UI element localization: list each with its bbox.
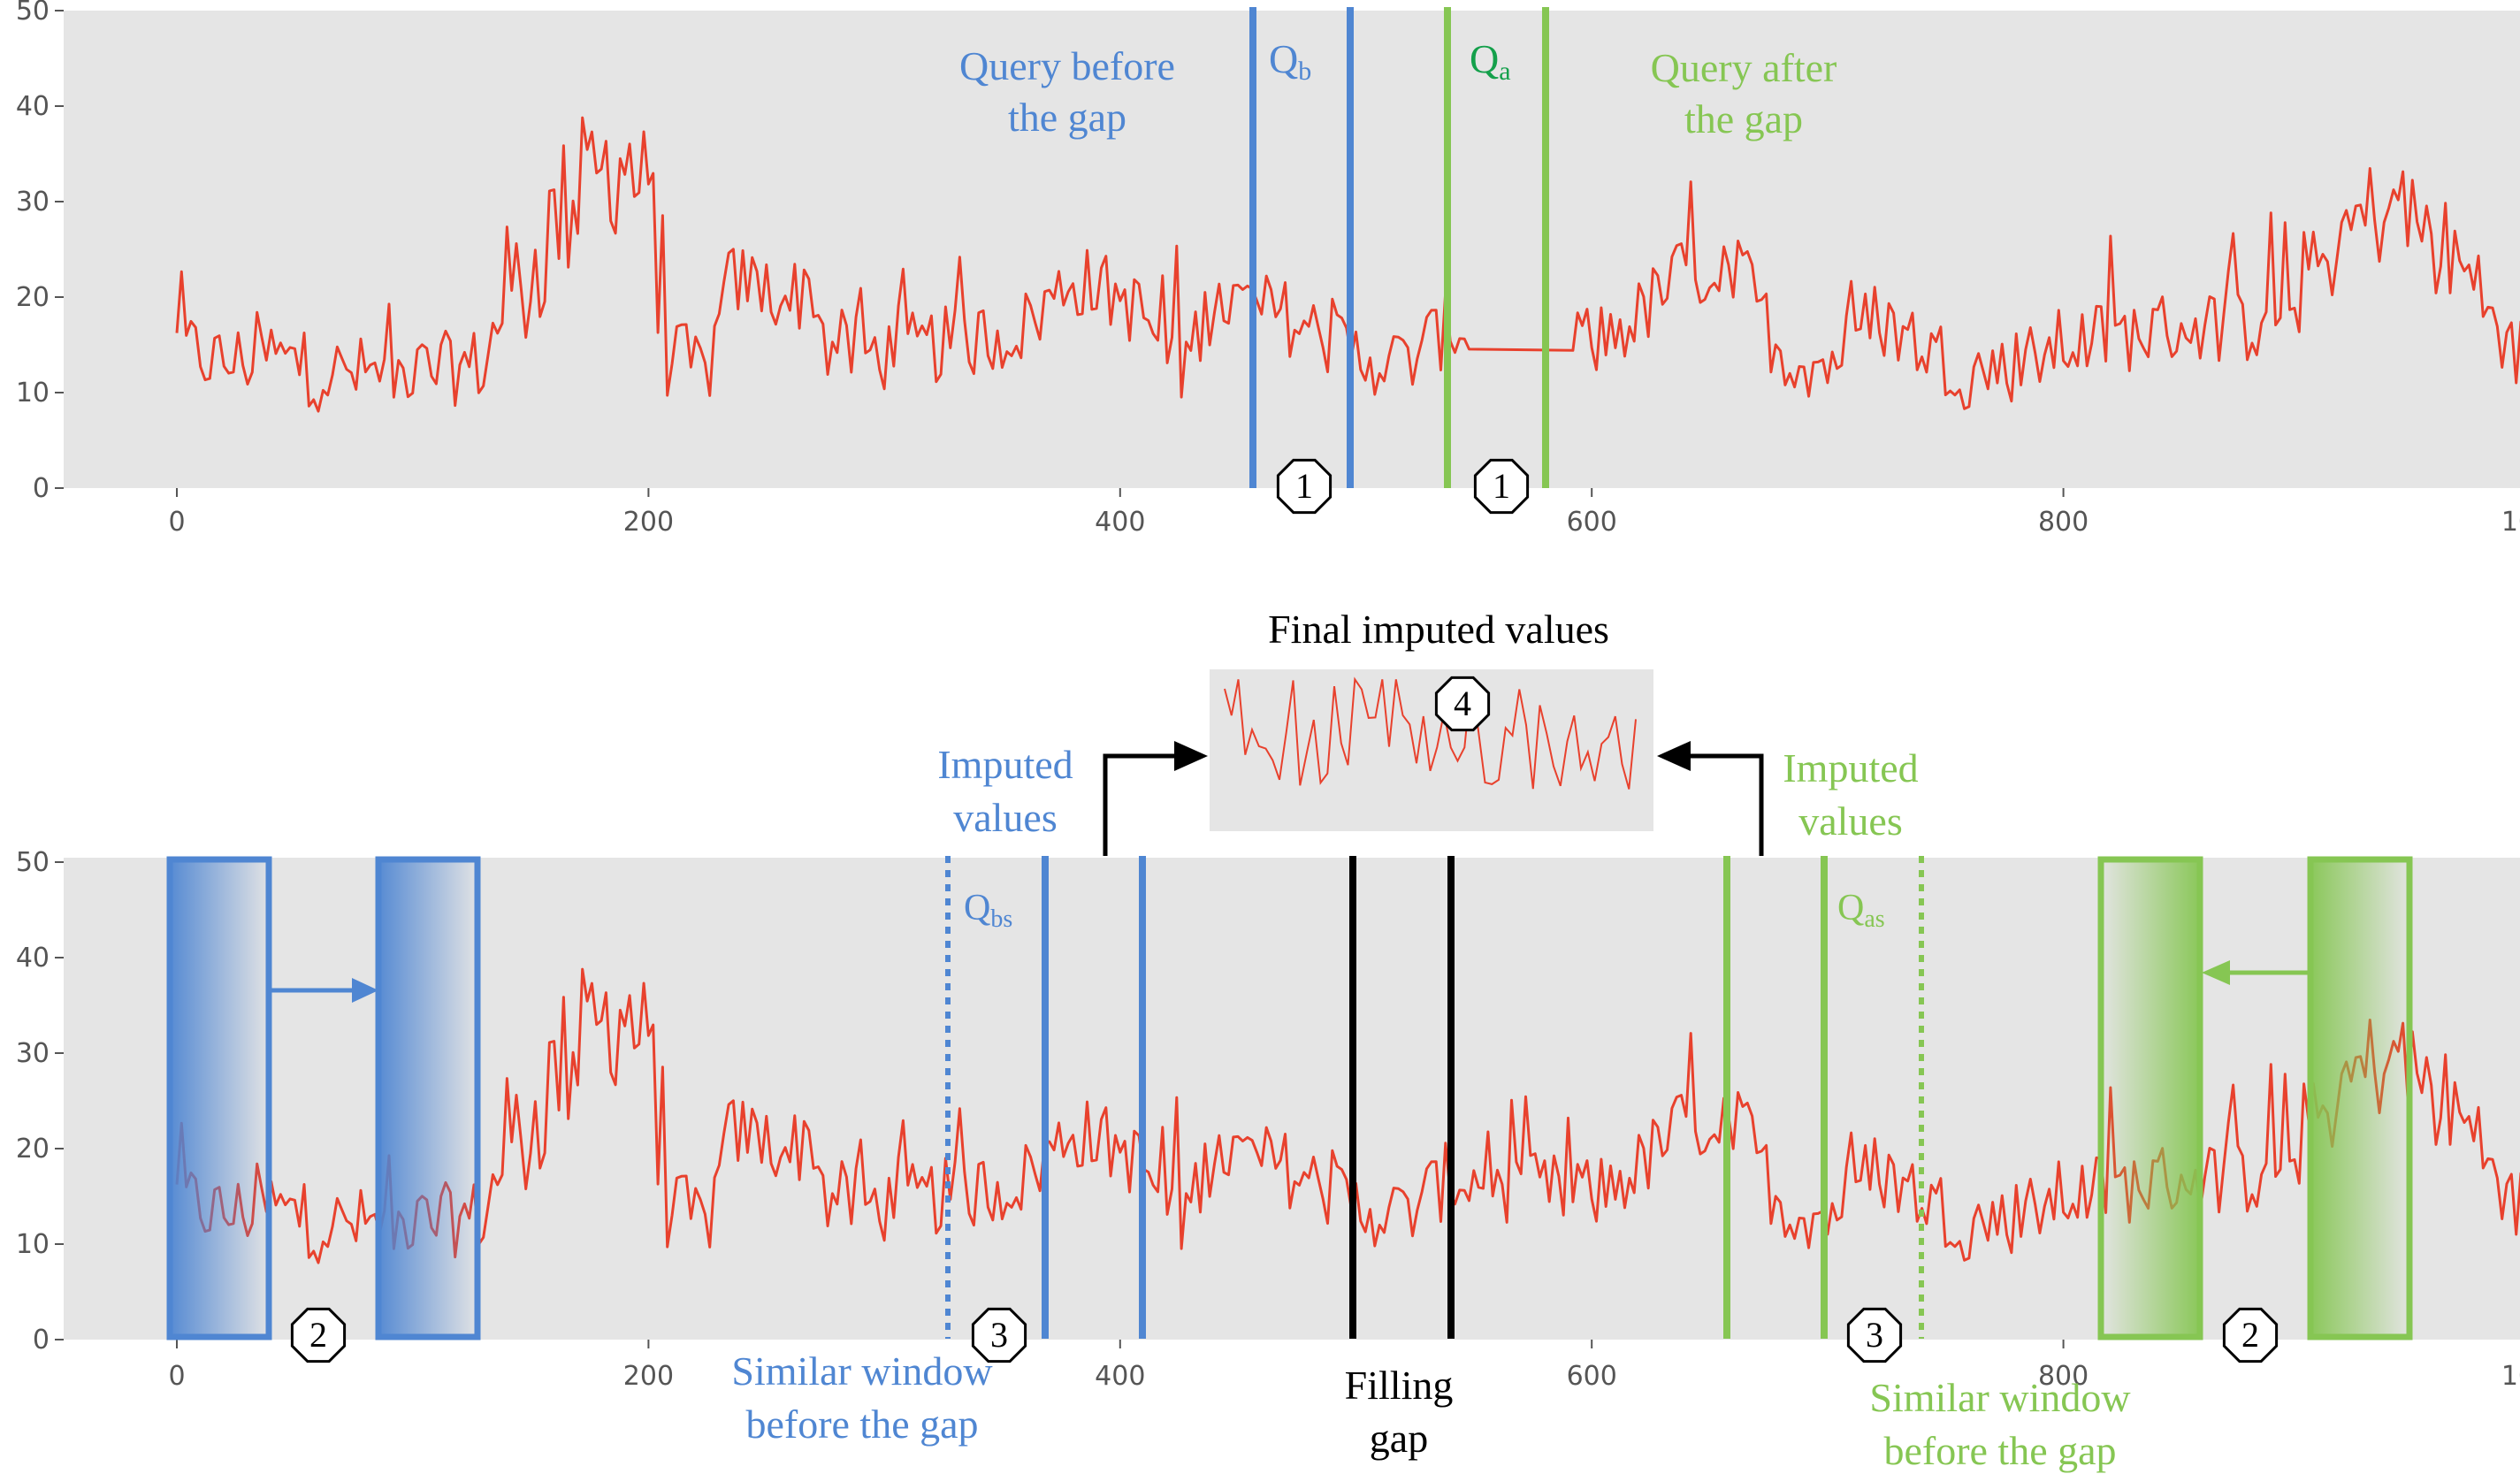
arrow-green-head (2202, 960, 2230, 985)
arrow-right-head (1657, 741, 1691, 771)
step-marker-4: 4 (1434, 676, 1491, 732)
step-marker-2-left: 2 (290, 1307, 347, 1363)
y-tick-label: 0 (33, 473, 50, 504)
svg-text:1: 1 (1493, 466, 1510, 506)
similar-window-before-left-label: Similar window before the gap (731, 1348, 993, 1447)
x-tick-label: 800 (2038, 1361, 2089, 1392)
y-tick-label: 40 (16, 943, 50, 974)
y-tick-label: 30 (16, 1038, 50, 1069)
svg-text:2: 2 (2241, 1315, 2259, 1355)
filling-gap-label: Filling gap (1345, 1363, 1454, 1461)
x-tick-label: 400 (1095, 507, 1145, 538)
top-series-line (175, 116, 2520, 413)
x-tick-label: 400 (1095, 1361, 1145, 1392)
qas-label: Qas (1837, 888, 1885, 933)
similar-window-green-1 (2097, 856, 2203, 1340)
svg-text:3: 3 (990, 1315, 1008, 1355)
step-marker-2-right: 2 (2222, 1307, 2279, 1363)
y-tick-label: 20 (16, 282, 50, 313)
top-y-axis: 0 10 20 30 40 50 (16, 0, 64, 504)
query-after-label: Query after the gap (1651, 45, 1837, 141)
x-tick-label: 200 (623, 1361, 674, 1392)
qa-label: Qa (1470, 36, 1511, 86)
bottom-y-axis: 0 10 20 30 40 50 (16, 847, 64, 1356)
x-tick-label: 200 (623, 507, 674, 538)
x-tick-label: 800 (2038, 507, 2089, 538)
svg-text:4: 4 (1454, 684, 1471, 723)
x-tick-label: 0 (168, 1361, 185, 1392)
y-tick-label: 20 (16, 1134, 50, 1165)
similar-window-green-2 (2307, 856, 2413, 1340)
arrow-left-to-inset (1103, 753, 1176, 856)
arrow-right-to-inset (1691, 753, 1764, 856)
x-tick-label: 1000 (2501, 507, 2520, 538)
similar-window-before-right-label: Similar window before the gap (1869, 1375, 2131, 1473)
top-x-axis: 0 200 400 600 800 1000 (168, 488, 2520, 538)
bottom-x-axis: 0 200 400 600 800 1000 (168, 1340, 2520, 1392)
step-marker-3-left: 3 (971, 1307, 1027, 1363)
y-tick-label: 50 (16, 0, 50, 27)
step-marker-3-right: 3 (1846, 1307, 1903, 1363)
qbs-label: Qbs (964, 888, 1012, 933)
similar-window-blue-2 (375, 856, 481, 1340)
final-imputed-title: Final imputed values (1268, 607, 1609, 652)
y-tick-label: 0 (33, 1325, 50, 1356)
y-tick-label: 30 (16, 187, 50, 218)
svg-text:1: 1 (1295, 466, 1313, 506)
y-tick-label: 10 (16, 1229, 50, 1260)
top-plot-area (64, 11, 2520, 488)
step-marker-1-left: 1 (1276, 458, 1333, 515)
final-imputed-inset: Final imputed values 4 (1103, 607, 1764, 856)
svg-text:2: 2 (309, 1315, 327, 1355)
imputed-values-right-label: Imputed values (1783, 745, 1918, 844)
y-tick-label: 40 (16, 91, 50, 122)
x-tick-label: 600 (1567, 507, 1617, 538)
y-tick-label: 50 (16, 847, 50, 878)
inset-plot-area (1210, 669, 1653, 831)
inset-series-line (1224, 676, 1637, 790)
top-panel: 0 10 20 30 40 50 0 200 400 600 800 1000 Qb Qa Quer… (16, 0, 2520, 538)
x-tick-label: 0 (168, 507, 185, 538)
svg-text:3: 3 (1866, 1315, 1883, 1355)
query-before-label: Query before the gap (959, 43, 1175, 140)
arrow-blue-head (352, 978, 378, 1003)
similar-window-blue-1 (166, 856, 272, 1340)
y-tick-label: 10 (16, 378, 50, 409)
imputed-values-left-label: Imputed values (937, 742, 1073, 840)
bottom-series-line (175, 967, 2520, 1264)
arrow-left-head (1174, 741, 1208, 771)
bottom-panel: 0 10 20 30 40 50 0 200 400 600 800 1000 Qbs Qas 2 (16, 847, 2520, 1392)
x-tick-label: 600 (1567, 1361, 1617, 1392)
qb-label: Qb (1269, 36, 1311, 86)
x-tick-label: 1000 (2501, 1361, 2520, 1392)
step-marker-1-right: 1 (1473, 458, 1530, 515)
